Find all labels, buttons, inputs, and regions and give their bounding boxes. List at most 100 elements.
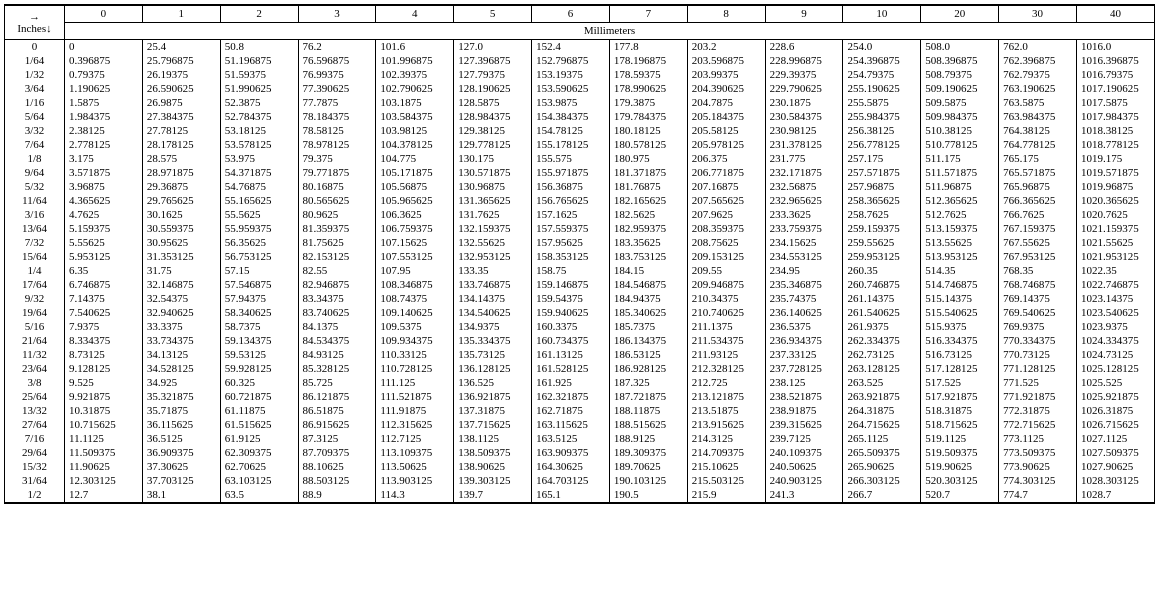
data-cell: 241.3 (765, 488, 843, 503)
data-cell: 182.165625 (609, 194, 687, 208)
data-cell: 136.128125 (454, 362, 532, 376)
data-cell: 1027.509375 (1076, 446, 1154, 460)
data-cell: 209.946875 (687, 278, 765, 292)
data-cell: 34.528125 (142, 362, 220, 376)
data-cell: 515.14375 (921, 292, 999, 306)
data-cell: 50.8 (220, 40, 298, 55)
data-cell: 769.14375 (999, 292, 1077, 306)
table-row: 3/164.762530.162555.562580.9625106.36251… (5, 208, 1155, 222)
inches-to-mm-table: → Inches↓ 012345678910203040 Millimeters… (4, 4, 1155, 504)
data-cell: 84.534375 (298, 334, 376, 348)
table-row: 9/643.57187528.97187554.37187579.7718751… (5, 166, 1155, 180)
data-cell: 184.94375 (609, 292, 687, 306)
data-cell: 113.903125 (376, 474, 454, 488)
data-cell: 178.59375 (609, 68, 687, 82)
table-row: 11/644.36562529.76562555.16562580.565625… (5, 194, 1155, 208)
data-cell: 82.946875 (298, 278, 376, 292)
data-cell: 80.565625 (298, 194, 376, 208)
data-cell: 266.303125 (843, 474, 921, 488)
data-cell: 516.73125 (921, 348, 999, 362)
data-cell: 1.5875 (65, 96, 143, 110)
data-cell: 55.5625 (220, 208, 298, 222)
row-label: 27/64 (5, 418, 65, 432)
table-row: 9/327.1437532.5437557.9437583.34375108.7… (5, 292, 1155, 306)
data-cell: 766.7625 (999, 208, 1077, 222)
data-cell: 255.5875 (843, 96, 921, 110)
data-cell: 234.553125 (765, 250, 843, 264)
data-cell: 159.54375 (532, 292, 610, 306)
data-cell: 212.328125 (687, 362, 765, 376)
data-cell: 261.14375 (843, 292, 921, 306)
data-cell: 513.953125 (921, 250, 999, 264)
data-cell: 212.725 (687, 376, 765, 390)
data-cell: 205.184375 (687, 110, 765, 124)
data-cell: 185.340625 (609, 306, 687, 320)
table-row: 27/6410.71562536.11562561.51562586.91562… (5, 418, 1155, 432)
data-cell: 88.10625 (298, 460, 376, 474)
data-cell: 87.3125 (298, 432, 376, 446)
data-cell: 32.54375 (142, 292, 220, 306)
data-cell: 232.171875 (765, 166, 843, 180)
data-cell: 132.953125 (454, 250, 532, 264)
data-cell: 180.18125 (609, 124, 687, 138)
data-cell: 235.74375 (765, 292, 843, 306)
data-cell: 29.765625 (142, 194, 220, 208)
data-cell: 103.98125 (376, 124, 454, 138)
data-cell: 156.36875 (532, 180, 610, 194)
data-cell: 26.19375 (142, 68, 220, 82)
table-row: 1/161.587526.987552.387577.7875103.18751… (5, 96, 1155, 110)
data-cell: 203.99375 (687, 68, 765, 82)
data-cell: 88.9 (298, 488, 376, 503)
data-cell: 209.153125 (687, 250, 765, 264)
data-cell: 232.56875 (765, 180, 843, 194)
data-cell: 234.95 (765, 264, 843, 278)
inches-axis-header: → Inches↓ (5, 5, 65, 40)
data-cell: 516.334375 (921, 334, 999, 348)
data-cell: 138.90625 (454, 460, 532, 474)
row-label: 1/32 (5, 68, 65, 82)
data-cell: 153.19375 (532, 68, 610, 82)
data-cell: 154.384375 (532, 110, 610, 124)
row-label: 3/16 (5, 208, 65, 222)
data-cell: 256.778125 (843, 138, 921, 152)
data-cell: 517.525 (921, 376, 999, 390)
data-cell: 114.3 (376, 488, 454, 503)
table-row: 19/647.54062532.94062558.34062583.740625… (5, 306, 1155, 320)
data-cell: 59.928125 (220, 362, 298, 376)
data-cell: 111.91875 (376, 404, 454, 418)
row-label: 13/32 (5, 404, 65, 418)
data-cell: 112.315625 (376, 418, 454, 432)
data-cell: 233.3625 (765, 208, 843, 222)
data-cell: 52.3875 (220, 96, 298, 110)
data-cell: 0.396875 (65, 54, 143, 68)
data-cell: 7.540625 (65, 306, 143, 320)
data-cell: 259.953125 (843, 250, 921, 264)
data-cell: 234.15625 (765, 236, 843, 250)
data-cell: 81.359375 (298, 222, 376, 236)
data-cell: 110.33125 (376, 348, 454, 362)
data-cell: 1016.79375 (1076, 68, 1154, 82)
data-cell: 510.38125 (921, 124, 999, 138)
data-cell: 158.75 (532, 264, 610, 278)
data-cell: 177.8 (609, 40, 687, 55)
row-label: 3/32 (5, 124, 65, 138)
data-cell: 257.175 (843, 152, 921, 166)
data-cell: 30.559375 (142, 222, 220, 236)
data-cell: 38.1 (142, 488, 220, 503)
data-cell: 163.5125 (532, 432, 610, 446)
data-cell: 259.55625 (843, 236, 921, 250)
table-row: 1/83.17528.57553.97579.375104.775130.175… (5, 152, 1155, 166)
data-cell: 157.1625 (532, 208, 610, 222)
data-cell: 255.190625 (843, 82, 921, 96)
data-cell: 135.334375 (454, 334, 532, 348)
data-cell: 769.9375 (999, 320, 1077, 334)
table-row: 25/649.92187535.32187560.72187586.121875… (5, 390, 1155, 404)
data-cell: 36.5125 (142, 432, 220, 446)
data-cell: 772.31875 (999, 404, 1077, 418)
data-cell: 32.940625 (142, 306, 220, 320)
row-label: 15/32 (5, 460, 65, 474)
column-header: 40 (1076, 5, 1154, 23)
data-cell: 132.159375 (454, 222, 532, 236)
row-label: 19/64 (5, 306, 65, 320)
data-cell: 1019.96875 (1076, 180, 1154, 194)
